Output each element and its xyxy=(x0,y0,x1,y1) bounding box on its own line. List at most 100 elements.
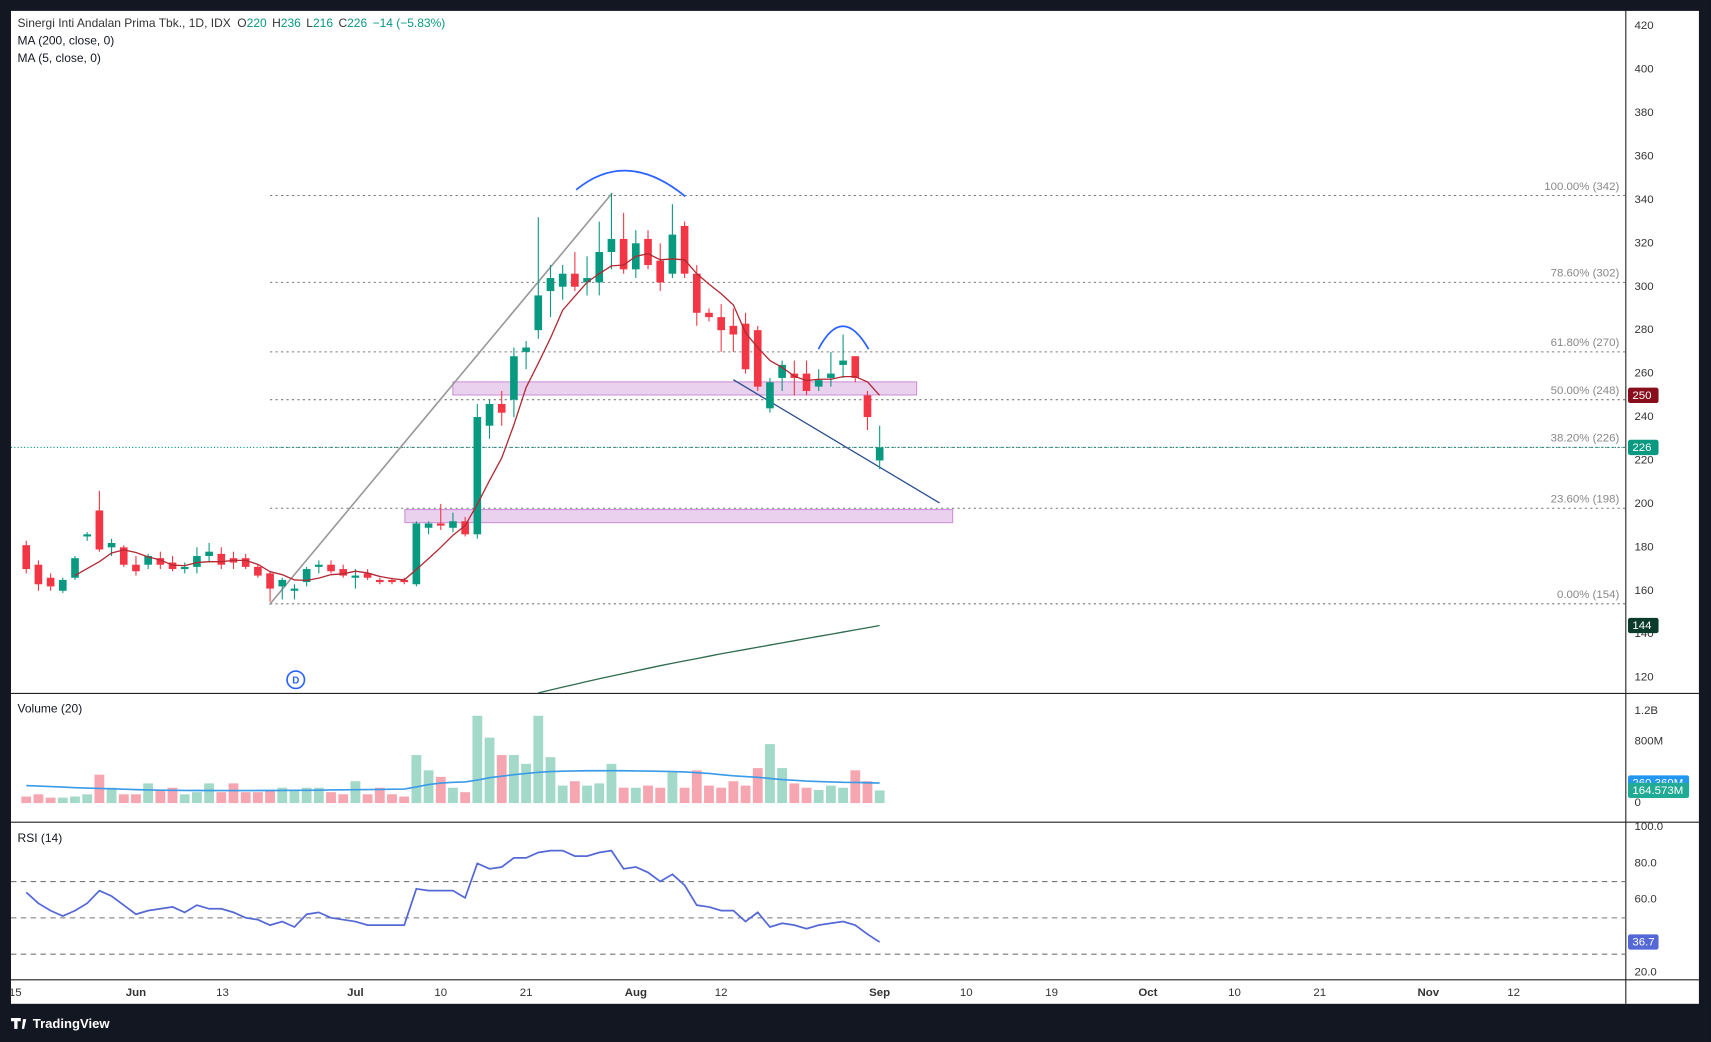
volume-bar xyxy=(667,772,678,804)
volume-bar xyxy=(70,796,80,804)
y-tick-label: 400 xyxy=(1635,64,1654,76)
y-tick-label: 100.0 xyxy=(1635,821,1664,833)
candle-body xyxy=(205,551,213,557)
candle-body xyxy=(22,545,31,570)
y-tick-label: 360 xyxy=(1635,150,1654,162)
volume-bar xyxy=(606,763,617,804)
x-tick-label: Aug xyxy=(625,987,647,999)
price-tag-label: 164.573M xyxy=(1632,785,1683,797)
y-tick-label: 60.0 xyxy=(1635,894,1657,906)
legend-entry: MA (200, close, 0) xyxy=(18,34,115,48)
x-tick-label: Jun xyxy=(126,987,146,999)
x-tick-label: 12 xyxy=(1507,987,1520,999)
volume-bar xyxy=(679,787,690,804)
volume-bar xyxy=(350,781,361,804)
candle-body xyxy=(119,547,128,565)
candle-body xyxy=(107,542,116,548)
volume-bar xyxy=(838,787,849,804)
volume-bar xyxy=(435,776,446,804)
price-tag xyxy=(1627,782,1690,799)
rsi-line xyxy=(25,849,881,943)
volume-bar xyxy=(387,794,397,804)
y-tick-label: 200 xyxy=(1635,498,1654,510)
volume-bar xyxy=(228,783,239,804)
moving-average xyxy=(538,624,880,694)
legend-header: Sinergi Inti Andalan Prima Tbk., 1D, IDX… xyxy=(18,16,446,30)
x-tick-label: 10 xyxy=(960,987,973,999)
price-tag xyxy=(1627,387,1659,403)
candle-body xyxy=(644,238,652,266)
symbol: Sinergi Inti Andalan Prima Tbk., 1D, IDX xyxy=(18,16,231,30)
y-tick-label: 340 xyxy=(1635,194,1654,206)
pane-title: Volume (20) xyxy=(18,701,83,715)
y-tick-label: 20.0 xyxy=(1635,966,1657,978)
fib-label: 38.20% (226) xyxy=(1551,433,1620,445)
volume-bar xyxy=(569,781,580,804)
volume-bar xyxy=(874,790,885,804)
volume-bar xyxy=(825,785,836,804)
candle-body xyxy=(717,317,725,331)
candle-body xyxy=(351,575,360,578)
volume-bar xyxy=(131,794,141,804)
volume-bar xyxy=(728,781,739,804)
candle-body xyxy=(339,569,348,576)
dividend-marker[interactable] xyxy=(286,670,306,690)
x-tick-label: 21 xyxy=(1313,987,1326,999)
price-tag-label: 144 xyxy=(1632,620,1652,632)
price-tag-label: 36.7 xyxy=(1632,937,1654,949)
candle-body xyxy=(436,523,445,526)
volume-bar xyxy=(533,715,544,804)
candle-body xyxy=(875,447,884,461)
candle-body xyxy=(741,323,750,370)
fib-label: 78.60% (302) xyxy=(1551,268,1620,280)
candle-body xyxy=(583,278,591,283)
candle-body xyxy=(180,566,189,570)
volume-bar xyxy=(582,785,592,804)
candle-body xyxy=(546,278,555,292)
candle-body xyxy=(851,356,860,378)
drawings: D xyxy=(268,169,954,690)
candle-body xyxy=(802,373,811,391)
candle-body xyxy=(95,510,104,550)
candle-body xyxy=(473,417,482,535)
volume-bar xyxy=(57,797,68,804)
x-tick-label: Nov xyxy=(1418,987,1440,999)
brand-logo xyxy=(10,1017,27,1029)
y-tick-label: 0 xyxy=(1635,797,1641,809)
chart-area xyxy=(10,10,1699,1004)
volume-bar xyxy=(545,757,556,804)
volume-bar xyxy=(460,792,471,804)
volume-bar xyxy=(777,768,788,804)
y-tick-label: 420 xyxy=(1635,20,1654,32)
volume-bar xyxy=(216,792,227,804)
x-tick-label: 12 xyxy=(715,987,728,999)
volume-bar xyxy=(313,787,324,804)
candle-body xyxy=(729,325,738,335)
volume-bar xyxy=(252,792,263,804)
x-tick-label: Oct xyxy=(1138,987,1157,999)
volume-bar xyxy=(740,785,751,804)
candle-body xyxy=(814,380,823,387)
volume-bar xyxy=(813,790,824,804)
volume-bar xyxy=(179,794,190,804)
volume-bar xyxy=(716,787,727,804)
y-tick-label: 160 xyxy=(1635,585,1654,597)
candle-body xyxy=(278,579,287,587)
candle-body xyxy=(485,404,494,426)
x-tick-label: 13 xyxy=(216,987,229,999)
brand: TradingView xyxy=(10,1016,110,1031)
volume-bar xyxy=(374,787,385,804)
candle-body xyxy=(363,573,372,578)
candle-body xyxy=(839,360,847,365)
candle-body xyxy=(510,356,518,400)
zone xyxy=(452,381,918,396)
volume-bar xyxy=(106,787,117,804)
volume-ma xyxy=(26,769,880,792)
candle-body xyxy=(449,521,457,528)
y-tick-label: 320 xyxy=(1635,237,1654,249)
volume-bar xyxy=(411,755,422,804)
y-tick-label: 80.0 xyxy=(1635,857,1657,869)
volume-bar xyxy=(155,790,166,804)
pane-title: RSI (14) xyxy=(18,831,63,845)
volume-bar xyxy=(265,790,275,804)
